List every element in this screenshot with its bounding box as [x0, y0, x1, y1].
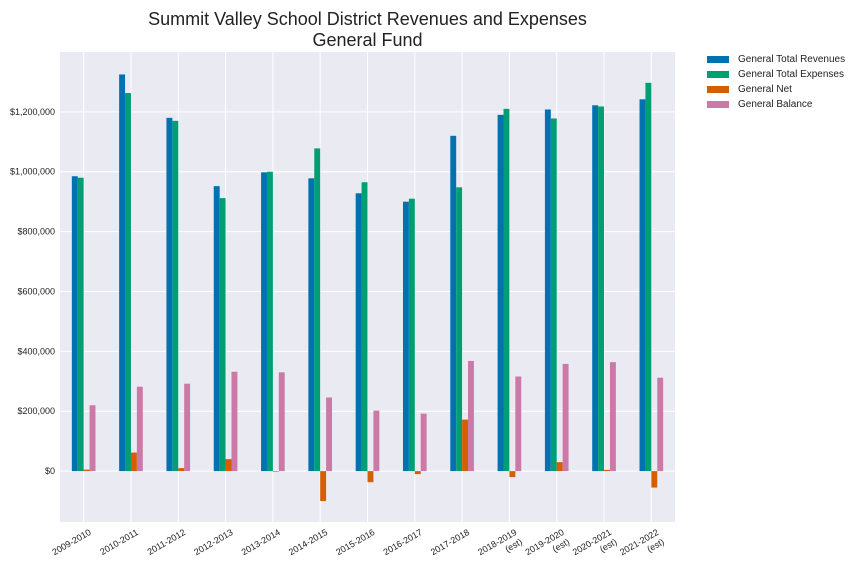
legend-label: General Total Expenses: [738, 69, 844, 80]
bar: [515, 376, 522, 472]
bar: [89, 405, 96, 472]
bar: [308, 178, 315, 472]
bar: [272, 471, 279, 472]
bar: [420, 413, 427, 472]
bar: [355, 193, 362, 472]
bar: [462, 419, 469, 472]
legend-label: General Balance: [738, 99, 813, 110]
bar: [402, 201, 409, 472]
x-tick-label: 2010-2011: [98, 527, 140, 557]
legend-swatch: [707, 71, 729, 78]
x-tick-label: 2020-2021(est): [571, 527, 619, 567]
bar: [544, 109, 551, 472]
bar: [278, 372, 285, 472]
bar: [83, 469, 90, 472]
bar: [166, 117, 173, 472]
chart-title: Summit Valley School District Revenues a…: [148, 9, 587, 29]
bar: [266, 171, 273, 472]
legend-label: General Total Revenues: [738, 54, 846, 65]
bar: [373, 410, 380, 472]
x-tick-label: 2021-2022(est): [618, 527, 666, 567]
bar: [408, 198, 415, 472]
y-tick-label: $600,000: [17, 286, 55, 296]
x-tick-label: 2015-2016: [334, 527, 376, 557]
legend-item: General Total Expenses: [707, 67, 845, 82]
y-tick-label: $1,000,000: [10, 167, 55, 177]
bar: [468, 360, 474, 472]
bar: [598, 106, 605, 472]
x-tick-label: 2014-2015: [287, 527, 329, 557]
bar: [178, 468, 185, 472]
x-tick-label: 2019-2020(est): [523, 527, 571, 567]
y-tick-label: $800,000: [17, 227, 55, 237]
bar: [367, 471, 374, 483]
bar: [314, 148, 321, 472]
bar: [261, 172, 267, 472]
bar: [184, 383, 191, 472]
x-tick-label: 2009-2010: [50, 527, 92, 557]
x-tick-label: 2016-2017: [382, 527, 424, 557]
bar: [219, 198, 226, 472]
y-tick-label: $200,000: [17, 406, 55, 416]
bar: [503, 108, 510, 472]
bar: [119, 74, 126, 472]
y-tick-label: $400,000: [17, 346, 55, 356]
bar: [550, 118, 557, 472]
bar: [130, 452, 137, 472]
legend-swatch: [707, 86, 729, 93]
bar: [361, 182, 368, 472]
bar: [231, 371, 238, 472]
legend-swatch: [707, 56, 729, 63]
bar: [456, 187, 463, 472]
bar: [320, 471, 327, 502]
bar: [136, 386, 143, 472]
bar: [450, 135, 457, 472]
legend-item: General Balance: [707, 97, 845, 112]
bar: [657, 377, 664, 472]
bar: [213, 186, 220, 472]
bar: [326, 397, 333, 472]
bar: [556, 462, 563, 472]
chart-subtitle: General Fund: [312, 30, 423, 50]
x-tick-label: 2018-2019(est): [476, 527, 524, 567]
bar: [172, 120, 179, 472]
bar: [639, 99, 646, 472]
bar: [77, 177, 84, 472]
x-tick-label: 2012-2013: [192, 527, 234, 557]
bar: [609, 362, 616, 472]
legend: General Total Revenues General Total Expe…: [707, 52, 845, 112]
x-tick-label: 2013-2014: [240, 527, 282, 557]
bar: [645, 82, 652, 472]
legend-label: General Net: [738, 84, 792, 95]
bar: [71, 176, 78, 472]
x-tick-label: 2011-2012: [146, 527, 188, 557]
bar: [125, 93, 131, 472]
y-tick-label: $0: [45, 466, 55, 476]
legend-swatch: [707, 101, 729, 108]
bar: [651, 471, 658, 488]
bar: [592, 105, 599, 472]
bar: [509, 471, 516, 478]
bar: [497, 114, 504, 472]
bar: [562, 363, 569, 472]
bar: [225, 459, 232, 472]
legend-item: General Total Revenues: [707, 52, 845, 67]
x-tick-label: 2017-2018: [429, 527, 471, 557]
bar: [414, 471, 421, 475]
y-tick-label: $1,200,000: [10, 107, 55, 117]
bar: [604, 469, 610, 472]
legend-item: General Net: [707, 82, 845, 97]
